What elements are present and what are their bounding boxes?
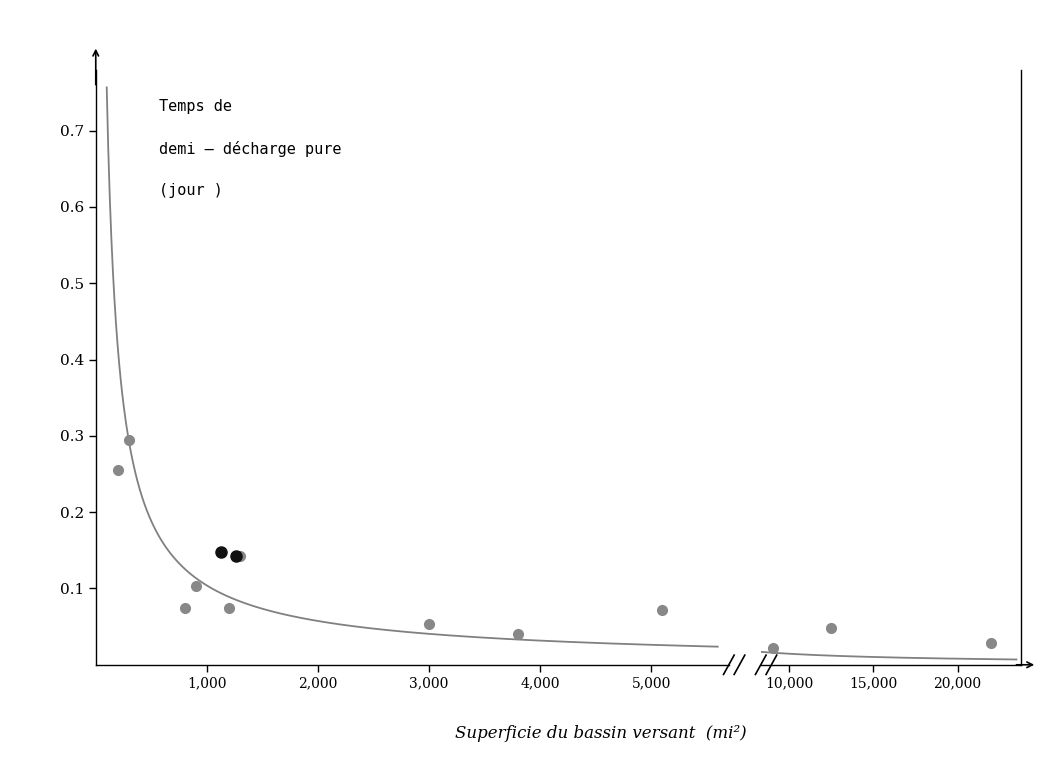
Text: demi – décharge pure: demi – décharge pure bbox=[159, 141, 342, 157]
Text: Superficie du bassin versant  (mi²): Superficie du bassin versant (mi²) bbox=[455, 725, 747, 742]
Text: (jour ): (jour ) bbox=[159, 182, 223, 198]
Text: Temps de: Temps de bbox=[159, 99, 232, 114]
